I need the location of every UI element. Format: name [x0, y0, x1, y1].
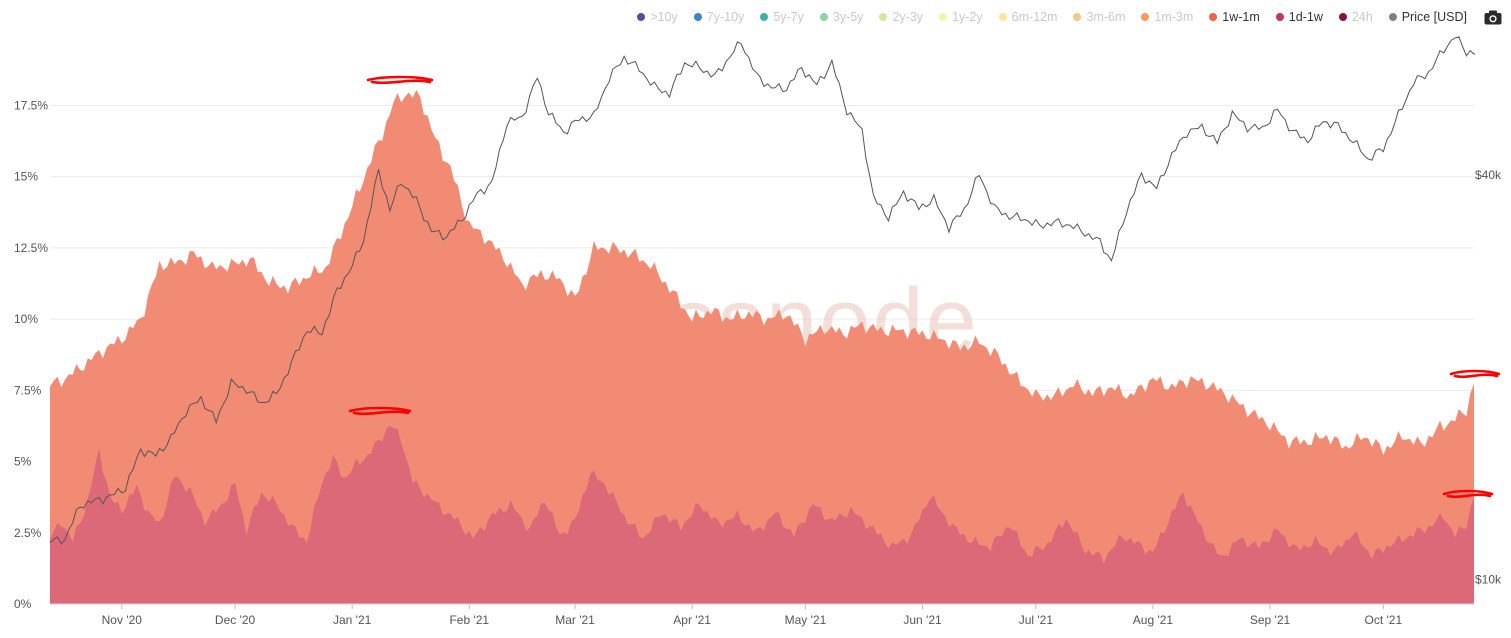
camera-button[interactable] — [1483, 9, 1503, 26]
camera-icon — [1484, 10, 1502, 25]
legend-item[interactable]: 7y-10y — [693, 10, 745, 24]
area-series-1d-1w — [50, 425, 1474, 604]
legend-label: 3m-6m — [1086, 10, 1126, 24]
legend-item[interactable]: Price [USD] — [1388, 10, 1467, 24]
area-layer — [50, 90, 1474, 605]
x-tick-label: May '21 — [785, 613, 827, 627]
legend-label: 1w-1m — [1222, 10, 1260, 24]
x-tick-label: Jul '21 — [1019, 613, 1054, 627]
x-tick-label: Aug '21 — [1133, 613, 1174, 627]
legend-label: >10y — [650, 10, 678, 24]
legend-item[interactable]: 3y-5y — [819, 10, 864, 24]
legend-label: 1d-1w — [1288, 10, 1323, 24]
y-left-tick-label: 15% — [14, 170, 38, 184]
legend-dot-icon — [1141, 13, 1150, 21]
annotation-mark-peak — [366, 75, 434, 85]
legend-item[interactable]: 1d-1w — [1275, 10, 1323, 24]
legend-label: 7y-10y — [706, 10, 745, 24]
legend-item[interactable]: 6m-12m — [998, 10, 1058, 24]
legend-label: Price [USD] — [1401, 10, 1467, 24]
legend-label: 3y-5y — [832, 10, 864, 24]
annotation-layer — [348, 75, 1501, 499]
legend-dot-icon — [879, 13, 888, 21]
legend-dot-icon — [939, 13, 948, 21]
legend-dot-icon — [1073, 13, 1082, 21]
legend-label: 24h — [1351, 10, 1373, 24]
y-left-tick-label: 0% — [14, 597, 32, 611]
x-tick-label: Jan '21 — [333, 613, 372, 627]
legend-dot-icon — [693, 13, 702, 21]
x-tick-label: Feb '21 — [449, 613, 489, 627]
legend-dot-icon — [760, 13, 769, 21]
legend: >10y 7y-10y 5y-7y 3y-5y 2y-3y 1y-2y 6m-12m 3m-6… — [621, 10, 1467, 24]
legend-label: 5y-7y — [773, 10, 804, 24]
legend-dot-icon — [1275, 13, 1284, 21]
x-tick-label: Apr '21 — [673, 613, 711, 627]
legend-dot-icon — [1338, 13, 1347, 21]
legend-dot-icon — [1209, 13, 1218, 21]
price-line — [49, 36, 1475, 546]
legend-item[interactable]: 2y-3y — [879, 10, 923, 24]
legend-label: 6m-12m — [1011, 10, 1058, 24]
annotation-mark-latest-1w-1m — [1449, 369, 1501, 379]
y-right-tick-label: $10k — [1475, 573, 1502, 587]
legend-item[interactable]: >10y — [637, 10, 678, 24]
legend-dot-icon — [998, 13, 1007, 21]
legend-item[interactable]: 1m-3m — [1141, 10, 1193, 24]
y-left-tick-label: 12.5% — [14, 241, 48, 255]
annotation-mark-latest-1d-1w — [1442, 489, 1494, 499]
axis-layer: 0% 2.5% 5% 7.5% 10% 12.5% 15% 17.5% $10k $40k Nov … — [14, 98, 1502, 627]
annotation-mark-1d-1w-peak — [348, 406, 412, 416]
legend-item[interactable]: 1y-2y — [939, 10, 983, 24]
legend-item[interactable]: 1w-1m — [1209, 10, 1260, 24]
y-left-tick-label: 2.5% — [14, 526, 42, 540]
legend-item[interactable]: 5y-7y — [760, 10, 804, 24]
x-tick-label: Nov '20 — [102, 613, 143, 627]
y-left-tick-label: 7.5% — [14, 383, 42, 397]
legend-item[interactable]: 24h — [1338, 10, 1373, 24]
x-tick-label: Sep '21 — [1250, 613, 1291, 627]
legend-dot-icon — [819, 13, 828, 21]
y-left-tick-label: 5% — [14, 455, 32, 469]
line-layer — [49, 36, 1475, 546]
legend-dot-icon — [637, 13, 646, 21]
legend-label: 2y-3y — [892, 10, 924, 24]
y-left-tick-label: 10% — [14, 312, 38, 326]
legend-dot-icon — [1388, 13, 1397, 21]
x-tick-label: Jun '21 — [903, 613, 942, 627]
y-left-tick-label: 17.5% — [14, 98, 48, 112]
x-tick-label: Oct '21 — [1365, 613, 1403, 627]
legend-label: 1y-2y — [952, 10, 983, 24]
legend-item[interactable]: 3m-6m — [1073, 10, 1125, 24]
x-tick-label: Dec '20 — [215, 613, 256, 627]
x-tick-label: Mar '21 — [555, 613, 595, 627]
y-right-tick-label: $40k — [1475, 168, 1502, 182]
legend-label: 1m-3m — [1154, 10, 1194, 24]
